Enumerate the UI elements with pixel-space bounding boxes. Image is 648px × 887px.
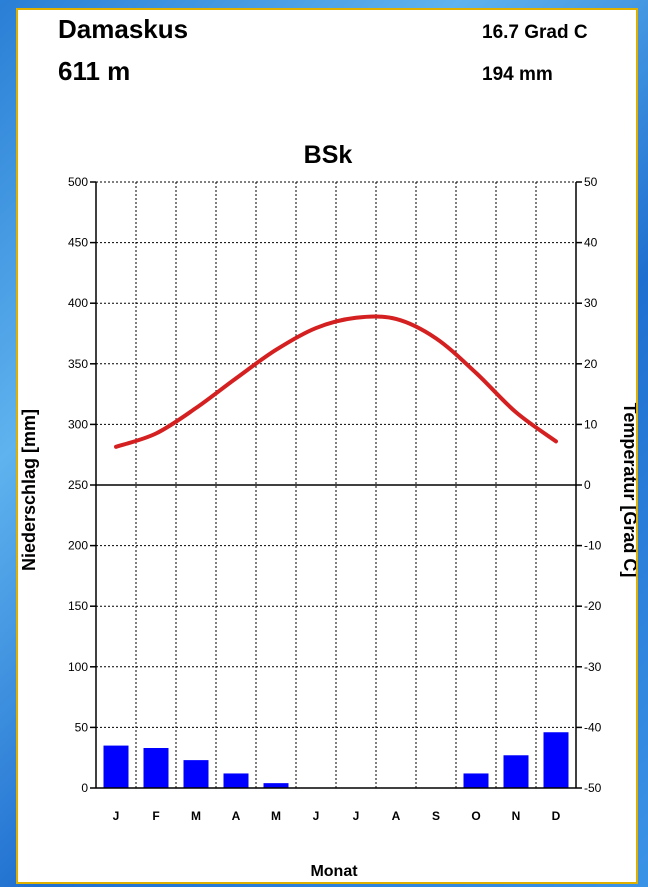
left-tick-label: 150 [68, 599, 88, 613]
right-tick-label: 0 [584, 478, 591, 492]
left-tick-label: 50 [75, 720, 89, 734]
x-axis-label: Monat [310, 863, 358, 880]
left-tick-label: 450 [68, 236, 88, 250]
chart-title: BSk [304, 141, 353, 169]
y-axis-right-label: Temperatur [Grad C] [620, 403, 636, 578]
left-tick-label: 0 [81, 781, 88, 795]
left-tick-label: 250 [68, 478, 88, 492]
month-label: J [313, 809, 320, 823]
month-label: S [432, 809, 440, 823]
temperature-line [114, 314, 558, 449]
month-label: A [392, 809, 401, 823]
month-label: A [232, 809, 241, 823]
precipitation-bar [503, 755, 529, 788]
left-tick-label: 300 [68, 417, 88, 431]
right-tick-label: -10 [584, 539, 602, 553]
right-tick-label: 40 [584, 236, 598, 250]
right-tick-label: 30 [584, 296, 598, 310]
right-tick-label: -50 [584, 781, 602, 795]
month-label: N [512, 809, 521, 823]
month-label: J [113, 809, 120, 823]
right-tick-label: 10 [584, 417, 598, 431]
right-tick-label: -40 [584, 720, 602, 734]
month-label: J [353, 809, 360, 823]
left-axis-ticks: 0 50 100 150 200 250 300 350 400 450 500 [68, 175, 96, 795]
station-elevation: 611 m [58, 56, 131, 86]
month-label: F [152, 809, 159, 823]
chart-frame: Damaskus 611 m 16.7 Grad C 194 mm BSk 0 5… [16, 8, 638, 884]
month-label: M [271, 809, 281, 823]
month-label: M [191, 809, 201, 823]
right-tick-label: 20 [584, 357, 598, 371]
precipitation-bar [103, 745, 129, 788]
precipitation-bar [223, 773, 249, 788]
grid [96, 181, 576, 789]
left-tick-label: 350 [68, 357, 88, 371]
left-tick-label: 500 [68, 175, 88, 189]
mean-temperature: 16.7 Grad C [482, 22, 588, 43]
left-tick-label: 400 [68, 296, 88, 310]
y-axis-left-label: Niederschlag [mm] [19, 409, 39, 571]
temperature-line-group [114, 314, 558, 449]
left-tick-label: 200 [68, 539, 88, 553]
annual-precipitation: 194 mm [482, 64, 553, 85]
precipitation-bars [103, 732, 569, 788]
precipitation-bar [263, 783, 289, 788]
precipitation-bar [543, 732, 569, 788]
left-tick-label: 100 [68, 660, 88, 674]
right-tick-label: -20 [584, 599, 602, 613]
right-axis-ticks: -50 -40 -30 -20 -10 0 10 20 30 40 50 [576, 175, 602, 795]
precipitation-bar [183, 760, 209, 788]
month-label: O [471, 809, 480, 823]
precipitation-bar [143, 748, 169, 788]
station-name: Damaskus [58, 14, 189, 44]
month-label: D [552, 809, 561, 823]
precipitation-bar [463, 773, 489, 788]
right-tick-label: 50 [584, 175, 598, 189]
right-tick-label: -30 [584, 660, 602, 674]
